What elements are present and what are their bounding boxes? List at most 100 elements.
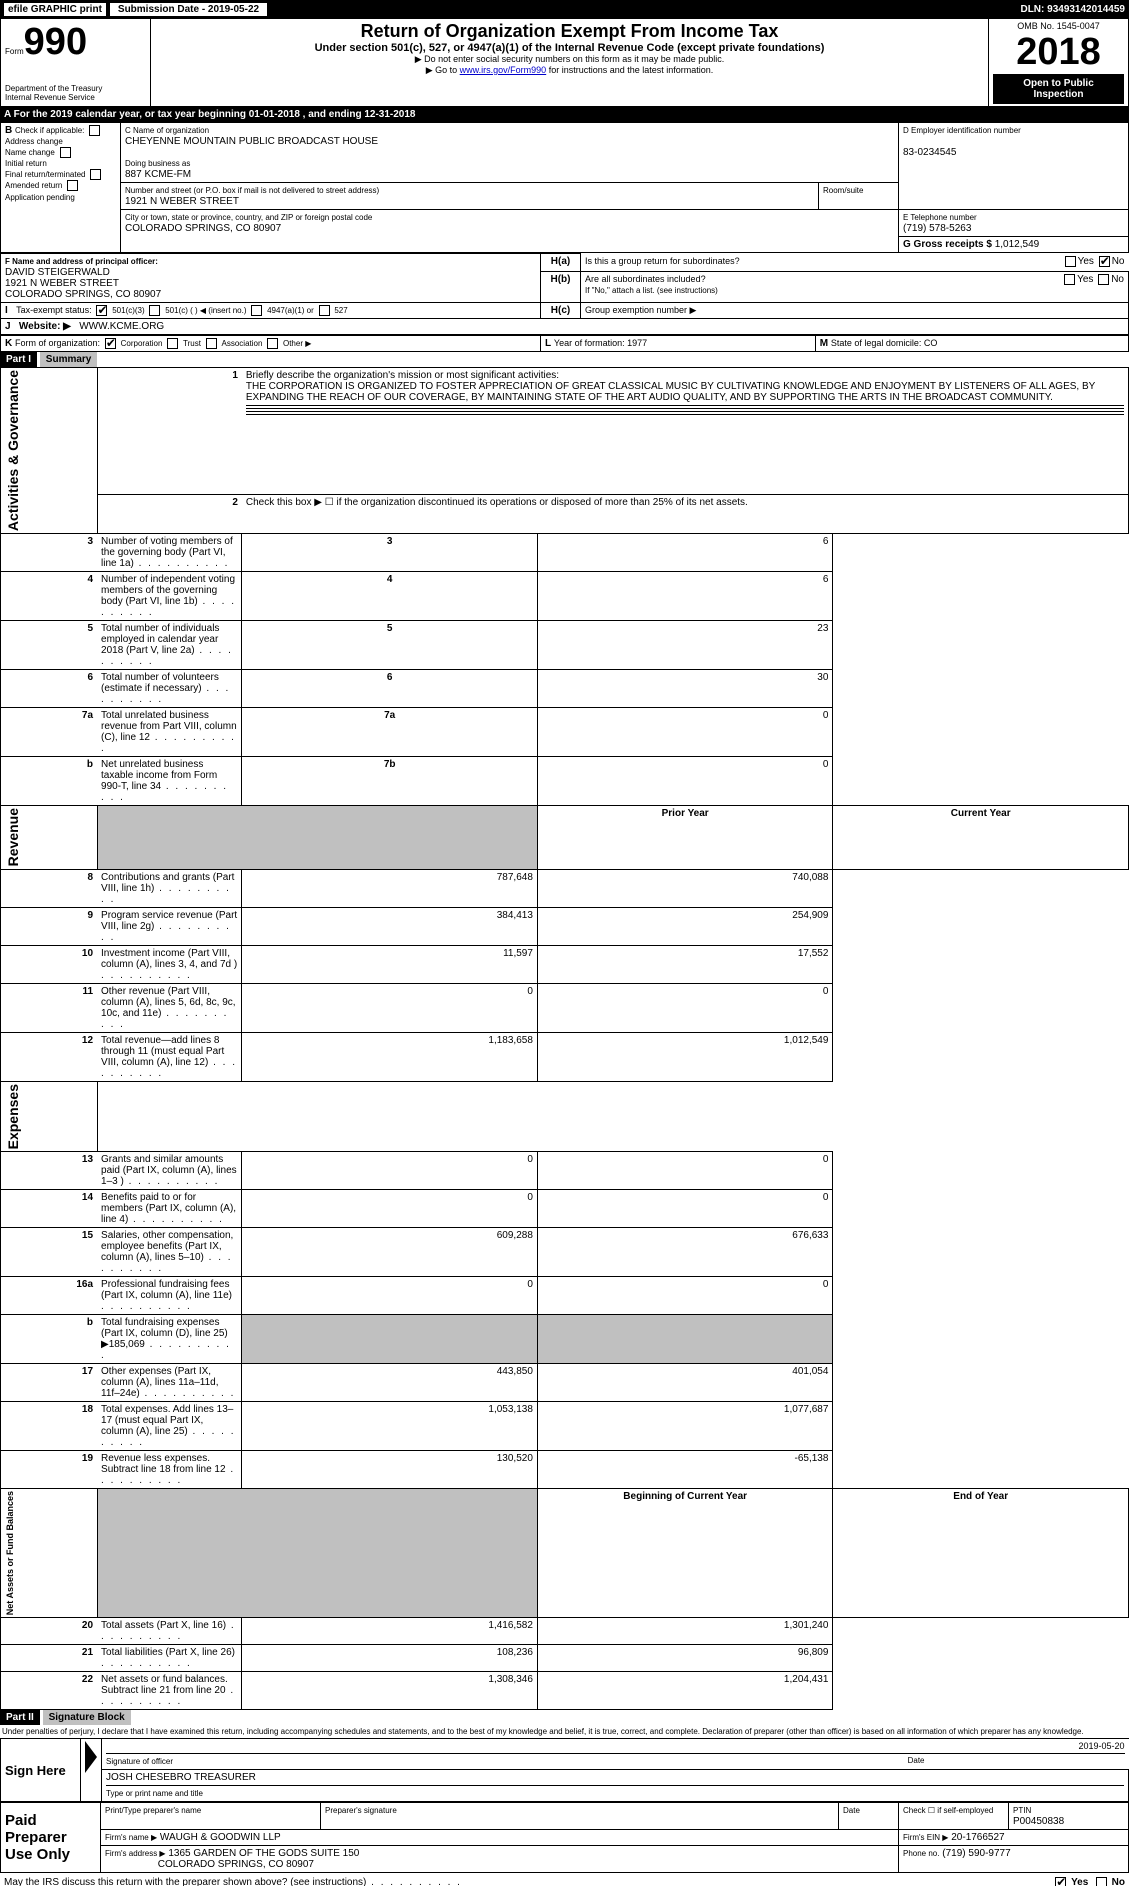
i-4947[interactable] bbox=[251, 305, 262, 316]
checkbox-namechange[interactable] bbox=[60, 147, 71, 158]
date-label: Date bbox=[908, 1756, 925, 1765]
k-assoc[interactable] bbox=[206, 338, 217, 349]
table-row: 21 Total liabilities (Part X, line 26) 1… bbox=[1, 1645, 1129, 1672]
city: COLORADO SPRINGS, CO 80907 bbox=[125, 223, 281, 234]
checkbox-amended[interactable] bbox=[67, 180, 78, 191]
addr-label: Number and street (or P.O. box if mail i… bbox=[125, 186, 379, 195]
f-label: F Name and address of principal officer: bbox=[5, 257, 158, 266]
efile-header: efile GRAPHIC print Submission Date - 20… bbox=[0, 0, 1129, 18]
firm-phone-label: Phone no. bbox=[903, 1849, 939, 1858]
goto-suffix: for instructions and the latest informat… bbox=[546, 65, 713, 75]
k-trust[interactable] bbox=[167, 338, 178, 349]
vtext-revenue: Revenue bbox=[5, 808, 21, 866]
i-501c[interactable] bbox=[149, 305, 160, 316]
website-url: WWW.KCME.ORG bbox=[79, 321, 164, 332]
i-label: I bbox=[5, 305, 8, 316]
paid-preparer: Paid Preparer Use Only bbox=[5, 1812, 70, 1863]
tax-year: 2018 bbox=[993, 31, 1124, 74]
prep-sig-label: Preparer's signature bbox=[325, 1806, 397, 1815]
firm-ein-label: Firm's EIN ▶ bbox=[903, 1833, 948, 1842]
hb-note: If "No," attach a list. (see instruction… bbox=[585, 286, 718, 295]
beg-year-hdr: Beginning of Current Year bbox=[623, 1491, 747, 1502]
table-row: 7a Total unrelated business revenue from… bbox=[1, 708, 1129, 757]
k-other[interactable] bbox=[267, 338, 278, 349]
sign-here: Sign Here bbox=[5, 1763, 66, 1778]
checkbox-addrchange[interactable] bbox=[89, 125, 100, 136]
table-row: 16a Professional fundraising fees (Part … bbox=[1, 1277, 1129, 1315]
vtext-expenses: Expenses bbox=[5, 1084, 21, 1149]
opt-501c: 501(c) ( ) ◀ (insert no.) bbox=[165, 306, 246, 315]
table-row: 11 Other revenue (Part VIII, column (A),… bbox=[1, 983, 1129, 1032]
street: 1921 N WEBER STREET bbox=[125, 196, 239, 207]
officer-printed: JOSH CHESEBRO TREASURER bbox=[106, 1772, 256, 1783]
opt-assoc: Association bbox=[222, 339, 263, 348]
b-amended: Amended return bbox=[5, 182, 62, 191]
irs-link[interactable]: www.irs.gov/Form990 bbox=[460, 65, 547, 75]
prep-name-label: Print/Type preparer's name bbox=[105, 1806, 201, 1815]
hb-label: H(b) bbox=[551, 274, 571, 285]
firm-name-label: Firm's name ▶ bbox=[105, 1833, 157, 1842]
k-label: K bbox=[5, 338, 12, 349]
table-row: 10 Investment income (Part VIII, column … bbox=[1, 945, 1129, 983]
part2-title: Signature Block bbox=[43, 1710, 131, 1725]
l-text: Year of formation: 1977 bbox=[554, 338, 647, 348]
table-row: 14 Benefits paid to or for members (Part… bbox=[1, 1190, 1129, 1228]
cal-mid: , and ending bbox=[300, 109, 364, 120]
table-row: 20 Total assets (Part X, line 16) 1,416,… bbox=[1, 1618, 1129, 1645]
b-pending: Application pending bbox=[5, 193, 75, 202]
g-label: G Gross receipts $ bbox=[903, 239, 992, 250]
sig-date: 2019-05-20 bbox=[106, 1741, 1125, 1751]
l1-text: Briefly describe the organization's miss… bbox=[246, 370, 559, 381]
phone: (719) 578-5263 bbox=[903, 223, 971, 234]
form-title: Return of Organization Exempt From Incom… bbox=[155, 21, 984, 42]
l1-num: 1 bbox=[232, 370, 238, 381]
i-501c3[interactable] bbox=[96, 305, 107, 316]
open-to-public: Open to Public Inspection bbox=[993, 74, 1124, 104]
discuss-no[interactable] bbox=[1096, 1877, 1107, 1886]
discuss-yes[interactable] bbox=[1055, 1877, 1066, 1886]
m-text: State of legal domicile: CO bbox=[831, 338, 938, 348]
klm-table: K Form of organization: Corporation Trus… bbox=[0, 335, 1129, 352]
checkbox-final[interactable] bbox=[90, 169, 101, 180]
part2-header: Part II Signature Block bbox=[0, 1710, 1129, 1725]
d-label: D Employer identification number bbox=[903, 126, 1021, 135]
note-ssn: ▶ Do not enter social security numbers o… bbox=[155, 54, 984, 65]
firm-ein: 20-1766527 bbox=[951, 1832, 1004, 1843]
dba-label: Doing business as bbox=[125, 159, 190, 168]
ha-text: Is this a group return for subordinates? bbox=[585, 256, 740, 266]
table-row: 6 Total number of volunteers (estimate i… bbox=[1, 670, 1129, 708]
note-goto: ▶ Go to www.irs.gov/Form990 for instruct… bbox=[155, 65, 984, 76]
k-corp[interactable] bbox=[105, 338, 116, 349]
ptin-label: PTIN bbox=[1013, 1806, 1031, 1815]
table-row: 19 Revenue less expenses. Subtract line … bbox=[1, 1451, 1129, 1489]
prep-date-label: Date bbox=[843, 1806, 860, 1815]
preparer-table: Paid Preparer Use Only Print/Type prepar… bbox=[0, 1802, 1129, 1873]
table-row: 18 Total expenses. Add lines 13–17 (must… bbox=[1, 1402, 1129, 1451]
ein: 83-0234545 bbox=[903, 147, 956, 158]
opt-501c3: 501(c)(3) bbox=[112, 306, 144, 315]
hc-label: H(c) bbox=[551, 305, 570, 316]
no-label: No bbox=[1112, 256, 1125, 267]
discuss-row: May the IRS discuss this return with the… bbox=[0, 1873, 1129, 1886]
hb-text: Are all subordinates included? bbox=[585, 274, 706, 284]
form-header-table: Form990 Department of the Treasury Inter… bbox=[0, 18, 1129, 107]
part1-hdr: Part I bbox=[0, 352, 37, 367]
i-text: Tax-exempt status: bbox=[16, 305, 92, 315]
table-row: 15 Salaries, other compensation, employe… bbox=[1, 1228, 1129, 1277]
current-year-hdr: Current Year bbox=[951, 808, 1011, 819]
ha-yes[interactable] bbox=[1065, 256, 1076, 267]
city-label: City or town, state or province, country… bbox=[125, 213, 372, 222]
table-row: b Net unrelated business taxable income … bbox=[1, 757, 1129, 806]
officer-h-table: F Name and address of principal officer:… bbox=[0, 253, 1129, 335]
firm-addr1: 1365 GARDEN OF THE GODS SUITE 150 bbox=[168, 1848, 359, 1859]
i-527[interactable] bbox=[319, 305, 330, 316]
ha-no[interactable] bbox=[1099, 256, 1110, 267]
m-label: M bbox=[820, 338, 828, 349]
opt-trust: Trust bbox=[183, 339, 201, 348]
b-name-change: Name change bbox=[5, 148, 55, 157]
check-self: Check ☐ if self-employed bbox=[903, 1806, 993, 1815]
ha-label: H(a) bbox=[551, 256, 570, 267]
j-text: Website: ▶ bbox=[19, 321, 71, 332]
hb-no[interactable] bbox=[1098, 274, 1109, 285]
hb-yes[interactable] bbox=[1064, 274, 1075, 285]
